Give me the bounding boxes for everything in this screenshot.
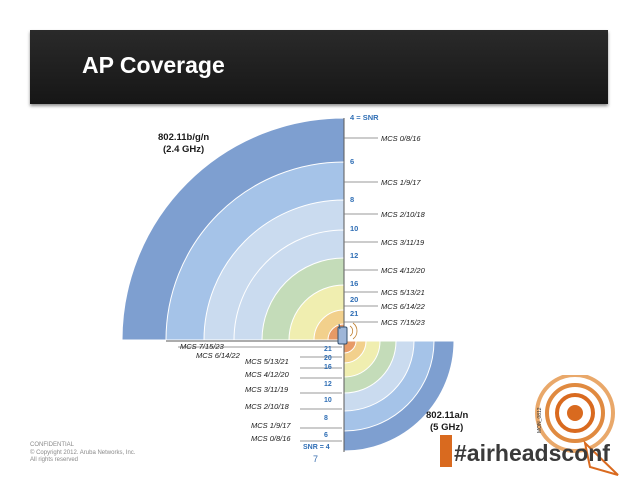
airheads-brand: MON_0812 #airheadsconf — [440, 375, 619, 476]
snr-label: 21 — [324, 346, 332, 353]
snr-label: 10 — [350, 224, 358, 233]
mcs-label: MCS 6/14/22 — [196, 351, 241, 360]
snr-label: 8 — [350, 195, 354, 204]
mcs-label: MCS 1/9/17 — [251, 421, 291, 430]
snr-label: 6 — [350, 157, 354, 166]
snr-label: 20 — [324, 355, 332, 362]
brand-hashtag: #airheadsconf — [454, 440, 610, 466]
snr-label: 20 — [350, 295, 358, 304]
brand-side-code: MON_0812 — [537, 407, 543, 433]
snr-label: 16 — [350, 279, 358, 288]
footer-rights: All rights reserved — [30, 457, 79, 463]
access-point-icon — [337, 322, 358, 345]
snr-label: 6 — [324, 432, 328, 439]
mcs-label: MCS 6/14/22 — [381, 302, 426, 311]
footer-confidential: CONFIDENTIAL — [30, 442, 75, 448]
page-number: 7 — [313, 454, 319, 464]
slide-title: AP Coverage — [82, 52, 225, 78]
ruler-lines-5ghz — [166, 340, 345, 452]
ruler-lines-2.4ghz — [343, 118, 378, 340]
mcs-label: MCS 3/11/19 — [245, 385, 289, 394]
brand-accent-bar — [440, 435, 452, 467]
mcs-label: MCS 5/13/21 — [381, 288, 425, 297]
footer-copyright: © Copyright 2012. Aruba Networks, Inc. — [30, 449, 136, 456]
mcs-label: MCS 0/8/16 — [251, 434, 291, 443]
mcs-label: MCS 7/15/23 — [180, 342, 225, 351]
snr-label: 12 — [324, 381, 332, 388]
mcs-label: MCS 3/11/19 — [381, 238, 425, 247]
band-label-2.4ghz-line1: 802.11b/g/n — [158, 132, 209, 143]
band-label-2.4ghz-line2: (2.4 GHz) — [163, 144, 204, 155]
mcs-label: MCS 2/10/18 — [245, 402, 290, 411]
snr-label: 4 = SNR — [350, 113, 379, 122]
snr-label: 21 — [350, 309, 358, 318]
mcs-label: MCS 7/15/23 — [381, 318, 426, 327]
snr-label: 12 — [350, 251, 358, 260]
snr-label: 8 — [324, 415, 328, 422]
ring-group-2.4ghz — [121, 117, 345, 341]
band-label-5ghz-line2: (5 GHz) — [430, 422, 463, 433]
title-bar: AP Coverage — [30, 30, 608, 104]
mcs-label: MCS 2/10/18 — [381, 210, 426, 219]
mcs-label: MCS 4/12/20 — [245, 370, 290, 379]
mcs-label: MCS 1/9/17 — [381, 178, 421, 187]
airheads-logo-icon — [535, 375, 619, 476]
snr-label: SNR = 4 — [303, 444, 330, 451]
snr-label: 16 — [324, 364, 332, 371]
ring-group-5ghz — [343, 340, 455, 452]
footer: CONFIDENTIAL © Copyright 2012. Aruba Net… — [30, 442, 135, 465]
band-label-5ghz-line1: 802.11a/n — [426, 410, 468, 421]
snr-label: 10 — [324, 397, 332, 404]
mcs-label: MCS 4/12/20 — [381, 266, 426, 275]
mcs-label: MCS 0/8/16 — [381, 134, 421, 143]
mcs-label: MCS 5/13/21 — [245, 357, 289, 366]
